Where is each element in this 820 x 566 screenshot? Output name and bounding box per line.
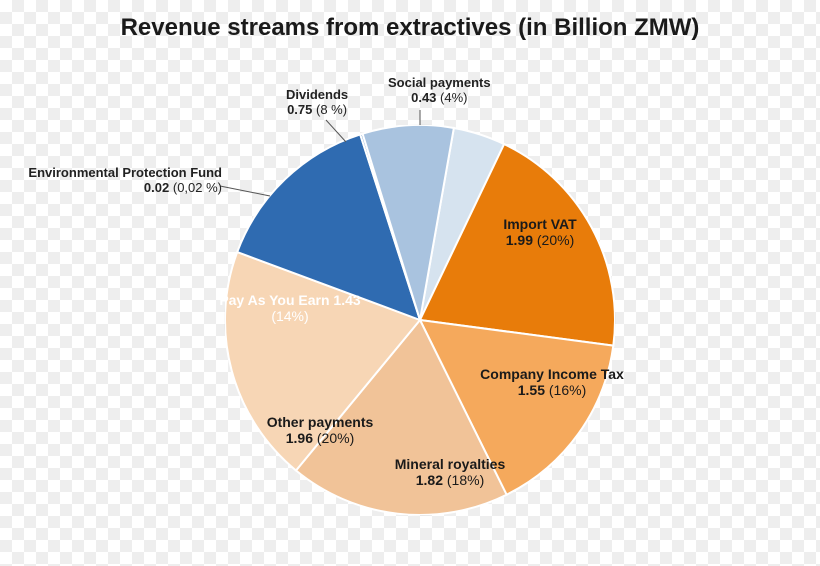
slice-label-outside: Dividends0.75 (8 %) — [286, 88, 348, 118]
slice-label-inside: Import VAT1.99 (20%) — [503, 216, 576, 248]
chart-canvas: Revenue streams from extractives (in Bil… — [0, 0, 820, 566]
slice-label-inside: Mineral royalties1.82 (18%) — [395, 456, 506, 488]
slice-label-outside: Social payments0.43 (4%) — [388, 76, 491, 106]
slice-label-outside: Environmental Protection Fund0.02 (0,02 … — [12, 166, 222, 196]
slice-label-inside: Other payments1.96 (20%) — [267, 414, 374, 446]
slice-label-inside: Pay As You Earn 1.43(14%) — [219, 292, 360, 324]
chart-title: Revenue streams from extractives (in Bil… — [0, 14, 820, 42]
slice-label-inside: Company Income Tax1.55 (16%) — [480, 366, 624, 398]
